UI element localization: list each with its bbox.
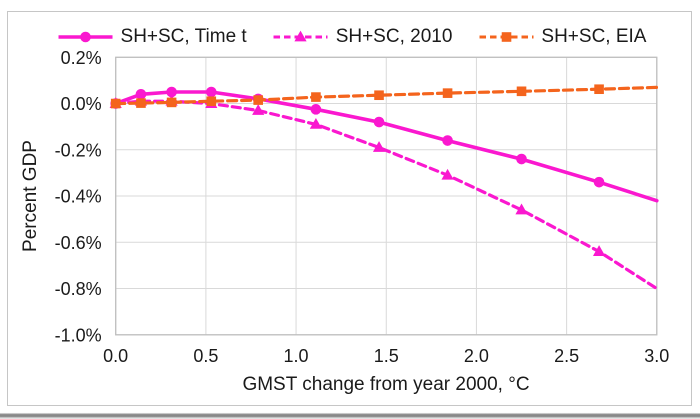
chart-legend: SH+SC, Time t SH+SC, 2010 SH+SC, EIA [58,26,646,48]
legend-item-2010: SH+SC, 2010 [273,26,453,48]
y-tick-label: 0.2% [61,48,102,68]
series-marker-square-icon [311,92,321,102]
legend-label-time-t: SH+SC, Time t [120,26,247,47]
legend-item-time-t: SH+SC, Time t [58,26,247,48]
series-marker-triangle-icon [592,245,606,256]
x-tick-label: 1.5 [374,346,399,366]
series-marker-square-icon [442,88,453,98]
series-marker-square-icon [166,97,177,108]
y-tick-label: -1.0% [55,325,102,345]
series-marker-circle-icon [80,31,91,43]
series-marker-triangle-icon [309,117,323,129]
legend-label-2010: SH+SC, 2010 [335,26,453,47]
x-tick-label: 0.5 [193,346,218,366]
x-tick-label: 1.0 [284,346,309,366]
series-marker-circle-icon [166,86,177,98]
series-marker-square-icon [501,32,512,42]
series-marker-triangle-icon [515,203,528,215]
x-axis-title: GMST change from year 2000, °C [242,374,530,395]
series-marker-triangle-icon [372,141,386,152]
series-marker-square-icon [374,90,384,101]
series-marker-circle-icon [593,176,605,188]
y-tick-label: 0.0% [61,94,102,114]
series-marker-circle-icon [516,153,527,165]
series-marker-circle-icon [135,89,147,100]
plot-border [115,56,658,336]
series-marker-circle-icon [373,116,385,128]
legend-swatch-solid-circle-icon [58,31,113,43]
window-bottom-edge [0,410,700,419]
series-marker-triangle-icon [441,168,454,180]
y-tick-label: -0.6% [55,233,102,253]
series-marker-square-icon [594,84,604,95]
legend-item-eia: SH+SC, EIA [478,26,646,48]
y-tick-label: -0.8% [55,279,102,299]
y-tick-label: -0.2% [55,140,102,160]
x-tick-label: 2.0 [464,346,489,366]
series-marker-square-icon [136,98,146,108]
series-marker-triangle-icon [294,30,307,42]
x-tick-label: 2.5 [554,346,579,366]
series-marker-square-icon [253,95,263,105]
x-tick-label: 0.0 [103,346,128,366]
series-marker-square-icon [206,96,217,107]
y-tick-label: -0.4% [55,187,102,207]
series-marker-circle-icon [205,86,217,98]
chart-frame [7,11,692,406]
series-marker-circle-icon [310,104,322,115]
y-axis-title: Percent GDP [20,140,41,252]
x-tick-label: 3.0 [644,346,669,366]
legend-label-eia: SH+SC, EIA [541,26,647,47]
series-marker-square-icon [516,86,527,97]
series-marker-circle-icon [442,135,453,146]
legend-swatch-dashed-triangle-icon [273,30,328,42]
legend-swatch-dashed-square-icon [479,32,534,42]
series-marker-square-icon [110,98,121,109]
series-marker-triangle-icon [252,104,265,115]
